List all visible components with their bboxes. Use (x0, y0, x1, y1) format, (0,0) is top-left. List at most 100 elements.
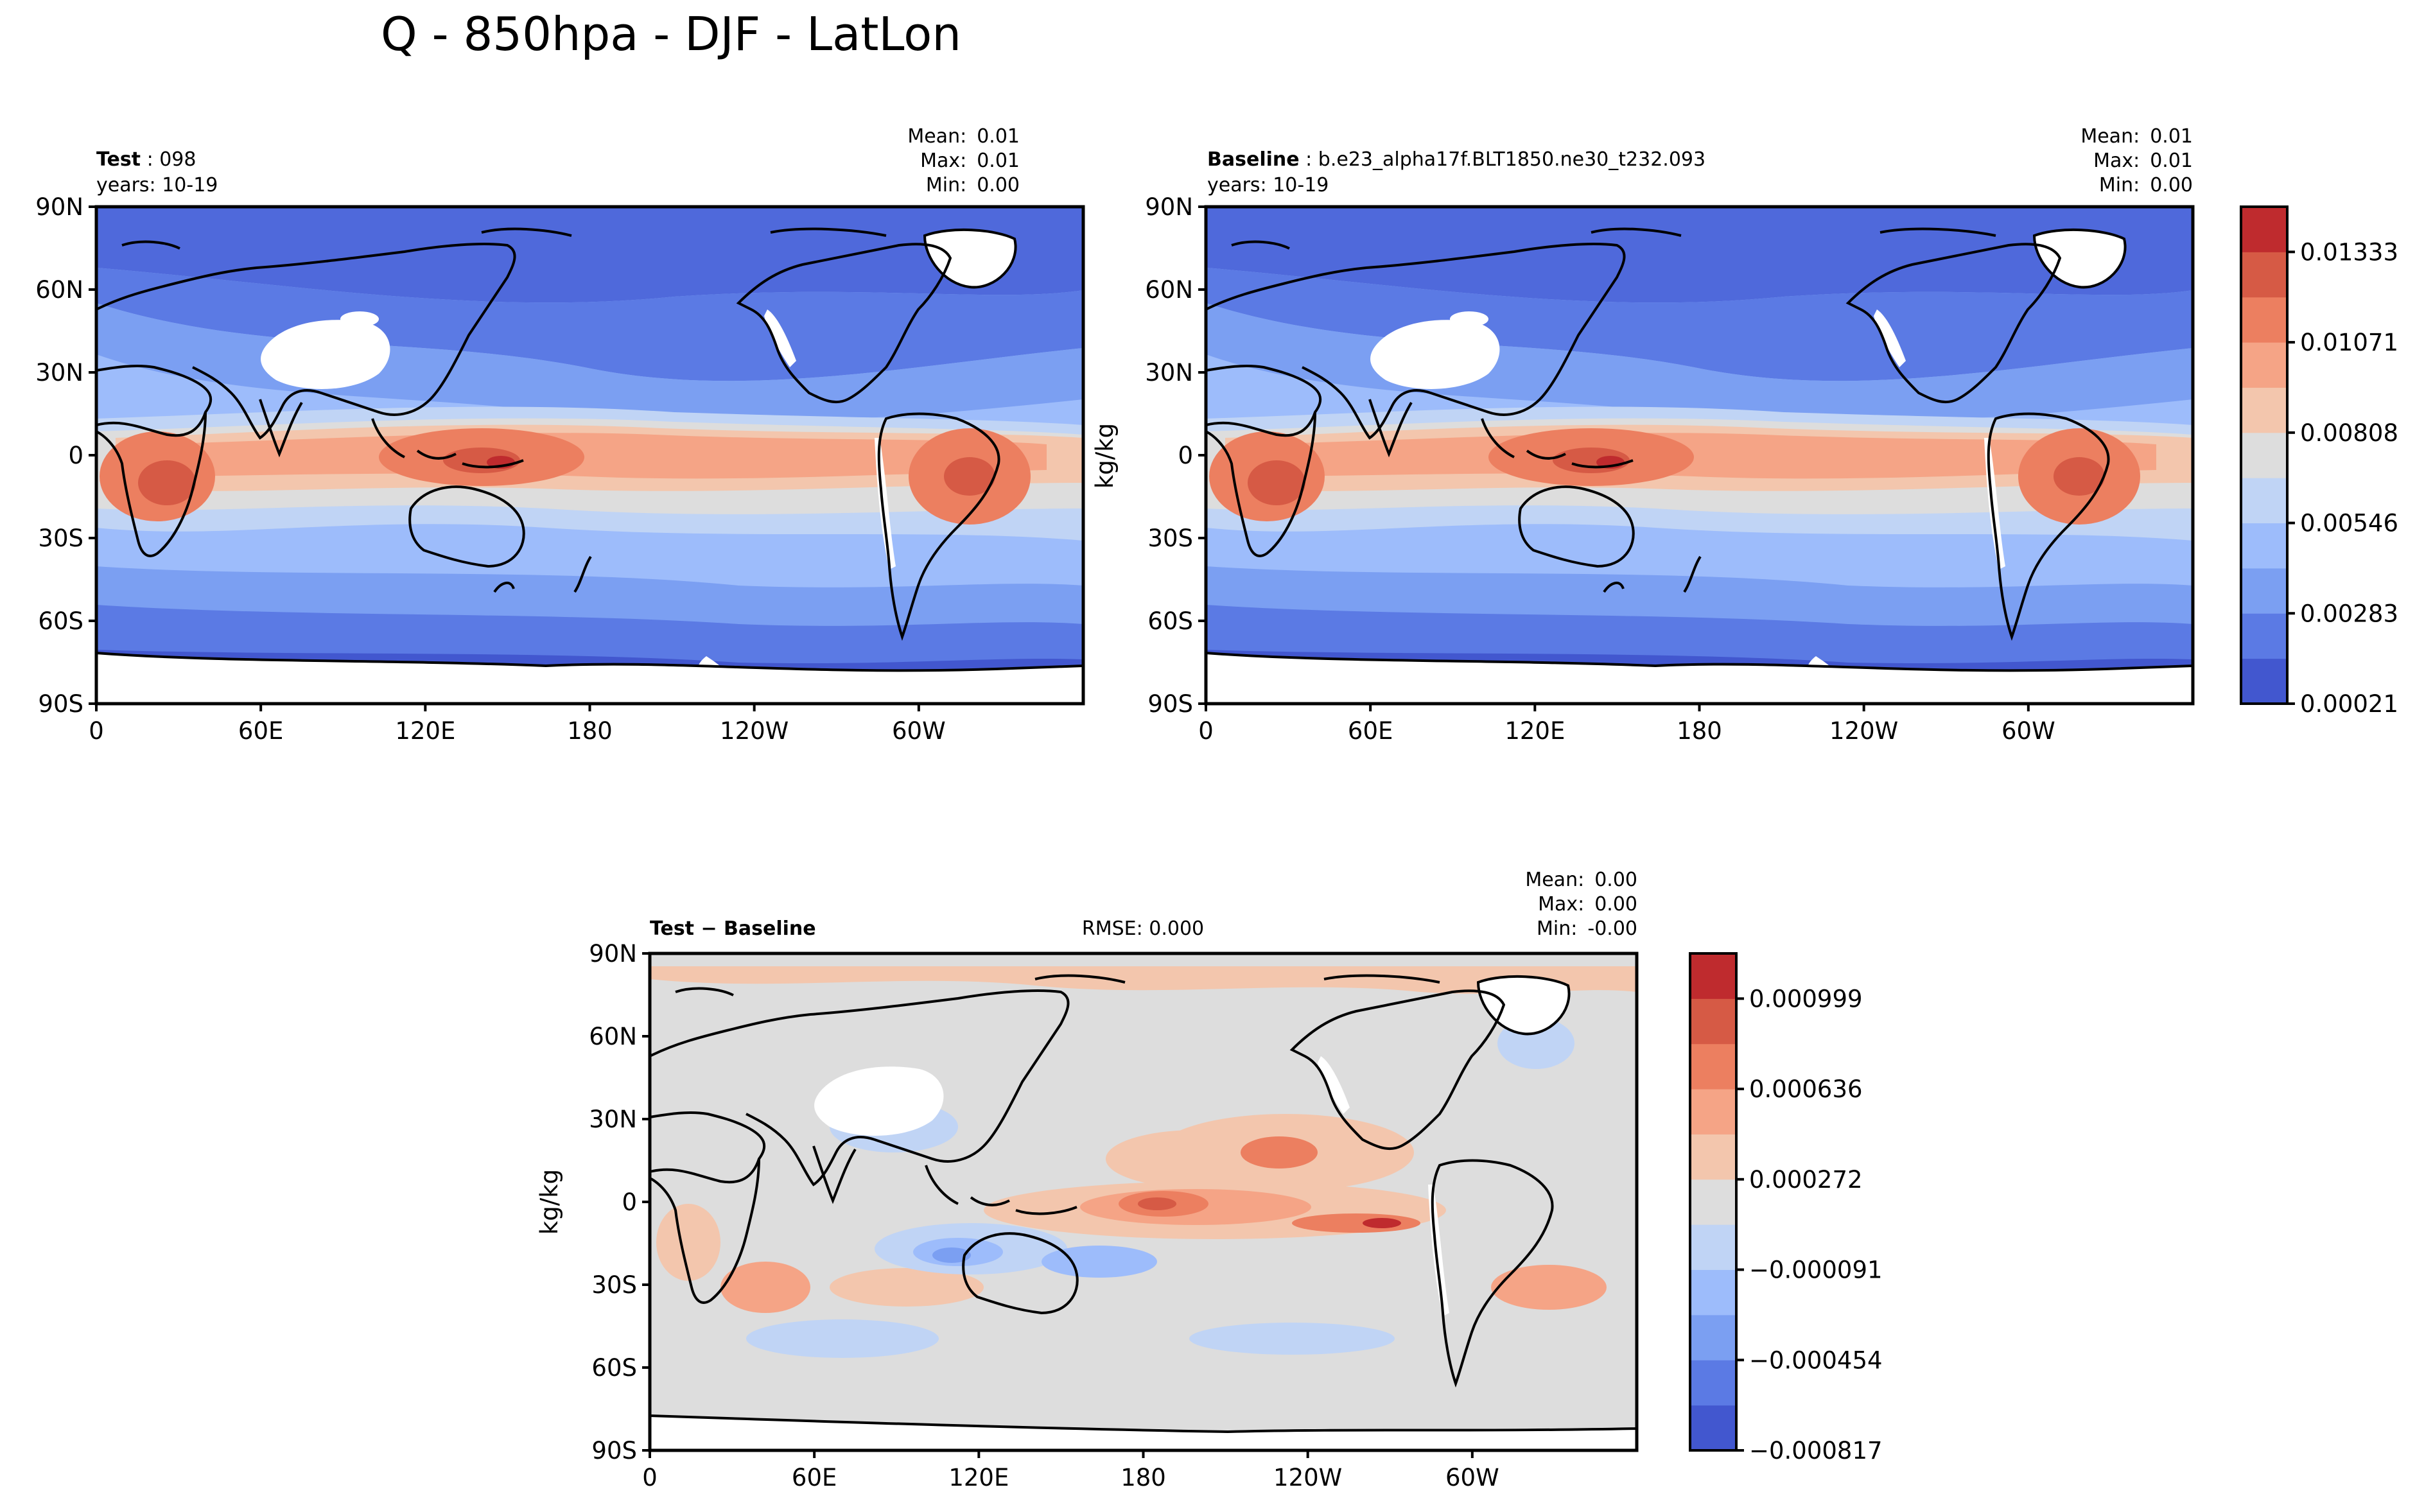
test-stat-mean: Mean: 0.01 (907, 125, 1020, 148)
colorbar-tick-label: −0.000454 (1749, 1346, 1883, 1374)
test-stat-max: Max: 0.01 (920, 150, 1020, 172)
main-colorbar: 0.01333 0.01071 0.00808 0.00546 0.00283 0.000… (2240, 205, 2398, 718)
lat-tick-label: 30S (591, 1271, 637, 1299)
diff-rmse: RMSE: 0.000 (1082, 917, 1204, 940)
lon-tick-label: 60W (892, 717, 946, 745)
lat-tick-label: 30S (38, 525, 83, 552)
lat-tick-label: 90N (589, 940, 637, 968)
lon-tick-label: 120E (1504, 717, 1565, 745)
lon-tick-label: 180 (567, 717, 613, 745)
lon-tick-label: 60E (792, 1464, 837, 1491)
colorbar-segment (2241, 252, 2287, 298)
colorbar-segment (2241, 387, 2287, 433)
lon-tick-label: 120E (948, 1464, 1009, 1491)
colorbar-tick-label: 0.00021 (2300, 690, 2398, 718)
colorbar-segment (2241, 568, 2287, 614)
colorbar-segment (1690, 1224, 1736, 1271)
colorbar-tick-label: 0.000999 (1749, 985, 1863, 1012)
test-case-name: 098 (159, 148, 196, 171)
lon-tick-label: 120E (395, 717, 455, 745)
colorbar-frame (1689, 952, 1738, 1452)
colorbar-segment (2241, 342, 2287, 388)
lat-tick-label: 60N (589, 1023, 637, 1050)
colorbar-segment (1690, 1043, 1736, 1090)
diff-panel: Test − Baseline RMSE: 0.000 Mean: 0.00 Ma… (536, 869, 1639, 1491)
lat-tick-label: 90S (591, 1437, 637, 1464)
colorbar-frame (2240, 205, 2289, 705)
lat-tick-label: 90S (1147, 690, 1193, 718)
colorbar-tick-label: 0.000636 (1749, 1075, 1863, 1103)
colorbar-tick-label: 0.00283 (2300, 600, 2398, 627)
lon-tick-label: 60W (1445, 1464, 1499, 1491)
baseline-lon-axis: 0 60E 120E 180 120W 60W (1198, 704, 2055, 745)
lat-tick-label: 90N (1145, 193, 1193, 221)
diff-colorbar: 0.000999 0.000636 0.000272 −0.000091 −0.0004… (1689, 952, 1883, 1464)
lat-tick-label: 60N (35, 276, 83, 304)
diff-colorbar-unit: kg/kg (536, 1169, 563, 1235)
baseline-case-name: b.e23_alpha17f.BLT1850.ne30_t232.093 (1318, 148, 1705, 171)
diff-lon-axis: 0 60E 120E 180 120W 60W (642, 1450, 1499, 1491)
baseline-stat-min: Min: 0.00 (2099, 174, 2193, 196)
diff-stat-mean: Mean: 0.00 (1525, 869, 1637, 891)
baseline-map-field (1205, 205, 2194, 705)
lat-tick-label: 0 (622, 1188, 637, 1216)
baseline-years: years: 10-19 (1207, 174, 1329, 196)
colorbar-segment (1690, 1360, 1736, 1406)
test-label: Test : 098 (96, 148, 196, 171)
lon-tick-label: 180 (1121, 1464, 1166, 1491)
colorbar-segment (2241, 297, 2287, 343)
lat-tick-label: 60N (1145, 276, 1193, 304)
diff-lat-axis: 90N 60N 30N 0 30S 60S 90S (589, 940, 650, 1464)
lon-tick-label: 120W (720, 717, 789, 745)
lat-tick-label: 60S (38, 607, 83, 635)
colorbar-segment (1690, 1089, 1736, 1134)
colorbar-segment (2241, 613, 2287, 659)
colorbar-segment (2241, 432, 2287, 478)
colorbar-tick-label: 0.00546 (2300, 510, 2398, 537)
test-lat-axis: 90N 60N 30N 0 30S 60S 90S (35, 193, 96, 718)
baseline-label-name: Baseline (1207, 148, 1300, 171)
colorbar-tick-label: 0.00808 (2300, 419, 2398, 447)
test-label-name: Test (96, 148, 141, 171)
lat-tick-label: 30N (589, 1106, 637, 1133)
test-lon-axis: 0 60E 120E 180 120W 60W (89, 704, 946, 745)
lon-tick-label: 120W (1829, 717, 1898, 745)
test-panel: Test : 098 years: 10-19 Mean: 0.01 Max: 0.… (35, 125, 1085, 745)
lon-tick-label: 180 (1677, 717, 1722, 745)
baseline-lat-axis: 90N 60N 30N 0 30S 60S 90S (1145, 193, 1206, 718)
colorbar-segment (1690, 1405, 1736, 1451)
diff-stat-min: Min: -0.00 (1537, 917, 1637, 940)
colorbar-segment (2241, 207, 2287, 252)
baseline-label: Baseline : b.e23_alpha17f.BLT1850.ne30_t… (1207, 148, 1705, 171)
colorbar-segment (1690, 1269, 1736, 1316)
lat-tick-label: 0 (68, 442, 83, 469)
lat-tick-label: 0 (1178, 442, 1193, 469)
colorbar-tick-label: 0.000272 (1749, 1166, 1863, 1194)
lat-tick-label: 90S (38, 690, 83, 718)
diff-map-field (649, 952, 1638, 1452)
lon-tick-label: 0 (1198, 717, 1214, 745)
lat-tick-label: 30S (1147, 525, 1193, 552)
colorbar-segment (1690, 1134, 1736, 1180)
figure-title: Q - 850hpa - DJF - LatLon (381, 7, 961, 61)
lon-tick-label: 0 (642, 1464, 658, 1491)
baseline-stat-mean: Mean: 0.01 (2080, 125, 2193, 148)
test-years: years: 10-19 (96, 174, 218, 196)
test-map-field (95, 205, 1085, 705)
colorbar-tick-label: 0.01333 (2300, 238, 2398, 266)
lat-tick-label: 90N (35, 193, 83, 221)
colorbar-tick-label: 0.01071 (2300, 329, 2398, 356)
lon-tick-label: 60W (2001, 717, 2055, 745)
lat-tick-label: 30N (35, 359, 83, 387)
lat-tick-label: 60S (1147, 607, 1193, 635)
baseline-panel: Baseline : b.e23_alpha17f.BLT1850.ne30_t… (1091, 125, 2195, 745)
lat-tick-label: 60S (591, 1354, 637, 1382)
main-colorbar-unit: kg/kg (1091, 423, 1119, 489)
lat-tick-label: 30N (1145, 359, 1193, 387)
lon-tick-label: 60E (1348, 717, 1393, 745)
colorbar-segment (2241, 523, 2287, 569)
colorbar-tick-label: −0.000817 (1749, 1437, 1883, 1464)
lon-tick-label: 60E (238, 717, 283, 745)
lon-tick-label: 120W (1273, 1464, 1342, 1491)
